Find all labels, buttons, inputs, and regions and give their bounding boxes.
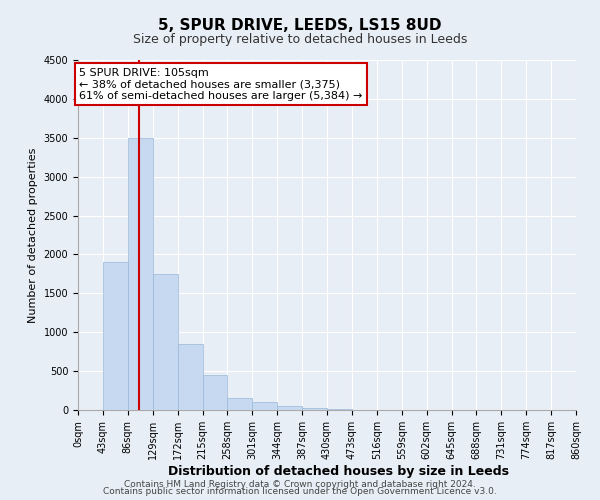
Bar (152, 274, 178, 410)
Bar (203, 375, 227, 410)
Text: Size of property relative to detached houses in Leeds: Size of property relative to detached ho… (133, 32, 467, 46)
Text: Contains public sector information licensed under the Open Government Licence v3: Contains public sector information licen… (103, 488, 497, 496)
Text: Contains HM Land Registry data © Crown copyright and database right 2024.: Contains HM Land Registry data © Crown c… (124, 480, 476, 489)
Bar (178, 344, 203, 410)
Text: 5 SPUR DRIVE: 105sqm
← 38% of detached houses are smaller (3,375)
61% of semi-de: 5 SPUR DRIVE: 105sqm ← 38% of detached h… (79, 68, 362, 101)
Bar (277, 406, 302, 410)
Text: 5, SPUR DRIVE, LEEDS, LS15 8UD: 5, SPUR DRIVE, LEEDS, LS15 8UD (158, 18, 442, 32)
Bar (252, 402, 277, 410)
Text: Distribution of detached houses by size in Leeds: Distribution of detached houses by size … (169, 464, 509, 477)
Bar (227, 398, 253, 410)
Y-axis label: Number of detached properties: Number of detached properties (28, 148, 38, 322)
Bar (103, 262, 128, 410)
Bar (302, 408, 327, 410)
Bar (327, 409, 352, 410)
Bar (128, 138, 152, 410)
